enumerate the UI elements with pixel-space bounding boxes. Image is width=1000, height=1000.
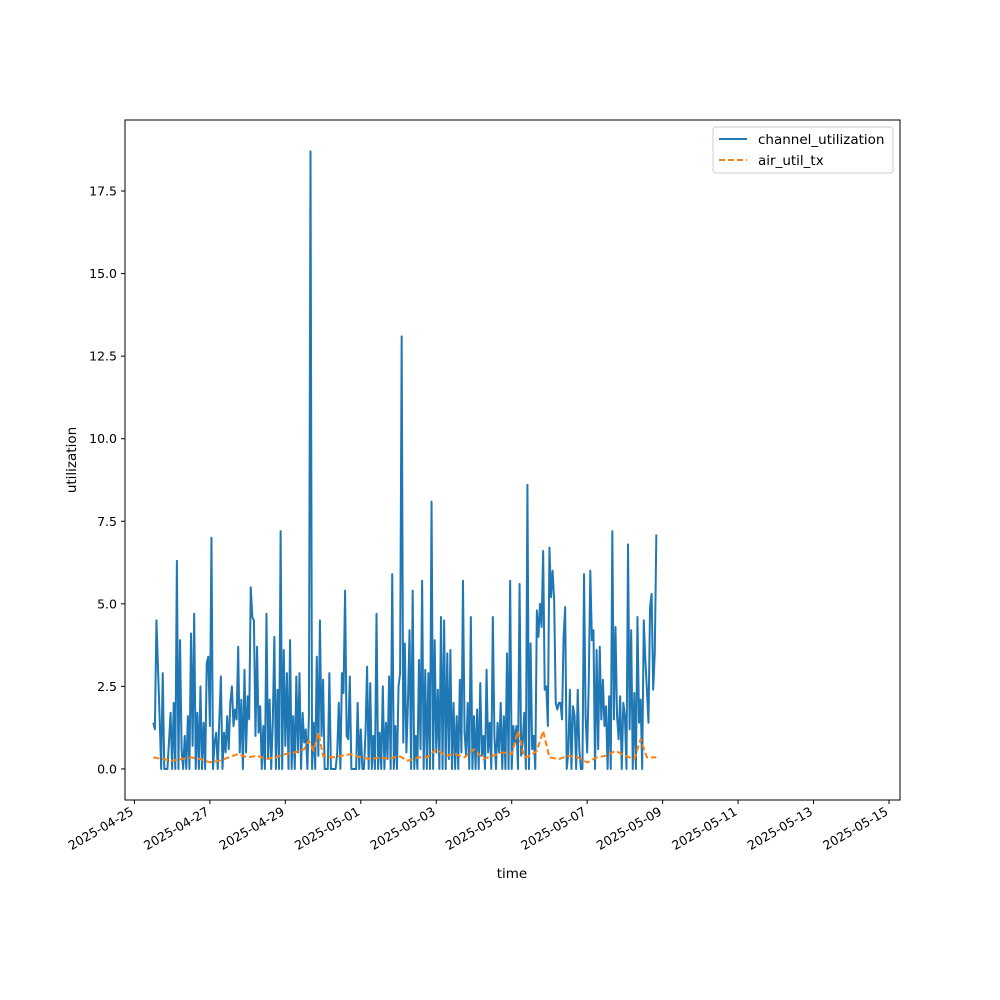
- series-line-air-util-tx: [153, 729, 657, 764]
- x-axis-label: time: [497, 866, 528, 882]
- legend-label-air-util-tx: air_util_tx: [758, 153, 824, 169]
- series-layer: [152, 150, 658, 770]
- y-tick-label: 10.0: [89, 431, 117, 446]
- legend-label-channel-utilization: channel_utilization: [758, 132, 885, 148]
- y-tick-label: 5.0: [97, 596, 117, 611]
- y-axis-label: utilization: [64, 427, 80, 493]
- y-tick-label: 12.5: [89, 349, 117, 364]
- y-tick-label: 17.5: [89, 184, 117, 199]
- legend-frame: [712, 126, 894, 174]
- plot-area-frame: [124, 119, 901, 801]
- series-line-channel-utilization: [152, 150, 658, 770]
- y-tick-label: 7.5: [97, 514, 117, 529]
- legend: channel_utilization air_util_tx: [712, 126, 894, 174]
- y-tick-label: 15.0: [89, 266, 117, 281]
- y-tick-label: 2.5: [97, 679, 117, 694]
- y-axis: 0.0 2.5 5.0 7.5 10.0 12.5 15.0 17.5: [89, 184, 125, 776]
- y-tick-label: 0.0: [97, 761, 117, 776]
